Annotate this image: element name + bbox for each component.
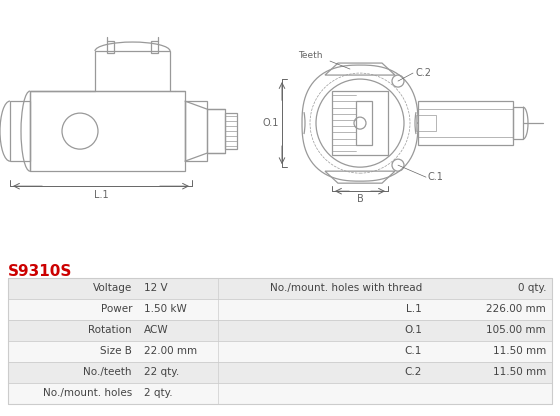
- Text: Size B: Size B: [100, 347, 132, 357]
- Bar: [416, 115, 436, 131]
- Bar: [418, 101, 513, 145]
- Text: L.1: L.1: [406, 305, 422, 314]
- Text: 0 qty.: 0 qty.: [517, 283, 546, 293]
- Bar: [8, 278, 552, 299]
- Text: O.1: O.1: [404, 325, 422, 335]
- Text: No./teeth: No./teeth: [83, 367, 132, 377]
- Text: C.1: C.1: [428, 172, 444, 182]
- Bar: [225, 113, 237, 149]
- Text: No./mount. holes: No./mount. holes: [43, 389, 132, 399]
- Text: Rotation: Rotation: [88, 325, 132, 335]
- Text: 22 qty.: 22 qty.: [144, 367, 179, 377]
- Text: L.1: L.1: [94, 190, 108, 200]
- Bar: [8, 320, 552, 341]
- Bar: [185, 101, 207, 161]
- Text: 12 V: 12 V: [144, 283, 167, 293]
- Bar: [513, 107, 523, 139]
- Text: Teeth: Teeth: [298, 51, 322, 60]
- Bar: [10, 101, 30, 161]
- Text: Voltage: Voltage: [93, 283, 132, 293]
- Bar: [95, 51, 170, 91]
- Text: S9310S: S9310S: [8, 264, 72, 279]
- Bar: [30, 91, 185, 171]
- Text: 11.50 mm: 11.50 mm: [493, 367, 546, 377]
- Bar: [356, 101, 372, 145]
- Text: 1.50 kW: 1.50 kW: [144, 305, 186, 314]
- Text: 105.00 mm: 105.00 mm: [487, 325, 546, 335]
- Text: 226.00 mm: 226.00 mm: [486, 305, 546, 314]
- Text: ACW: ACW: [144, 325, 169, 335]
- Text: O.1: O.1: [263, 118, 279, 128]
- Text: No./mount. holes with thread: No./mount. holes with thread: [270, 283, 422, 293]
- Text: C.1: C.1: [405, 347, 422, 357]
- Bar: [332, 91, 388, 155]
- Text: Power: Power: [100, 305, 132, 314]
- Text: 11.50 mm: 11.50 mm: [493, 347, 546, 357]
- Text: C.2: C.2: [405, 367, 422, 377]
- Bar: [8, 341, 552, 362]
- Bar: [8, 278, 552, 404]
- Bar: [107, 41, 114, 53]
- Bar: [8, 299, 552, 320]
- Text: B: B: [357, 194, 363, 204]
- Bar: [8, 362, 552, 383]
- Text: 2 qty.: 2 qty.: [144, 389, 172, 399]
- Bar: [207, 109, 225, 153]
- Text: C.2: C.2: [415, 68, 431, 78]
- Bar: [151, 41, 158, 53]
- Bar: [8, 383, 552, 404]
- Text: 22.00 mm: 22.00 mm: [144, 347, 197, 357]
